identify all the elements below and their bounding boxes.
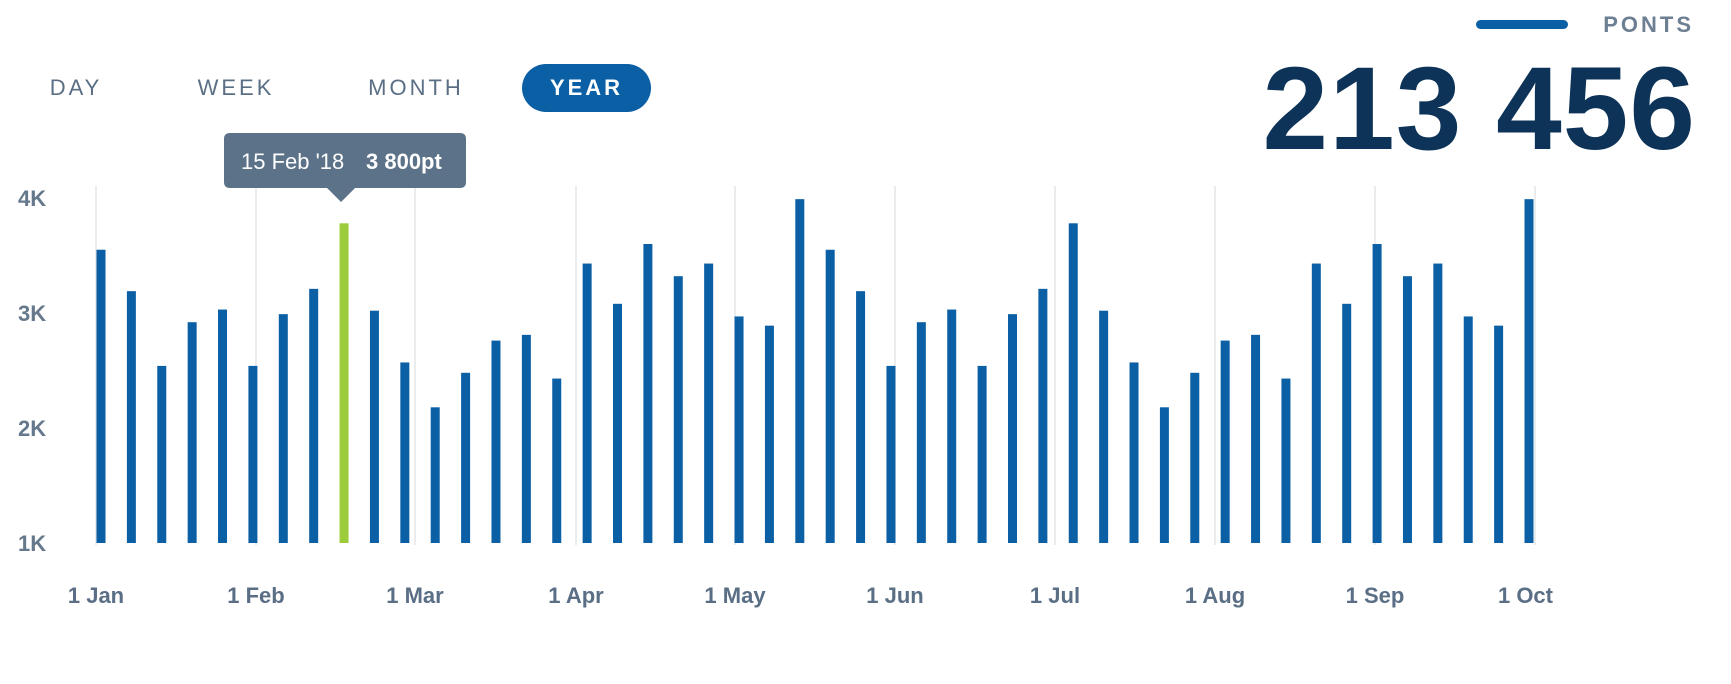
x-tick-label: 1 Aug (1185, 583, 1245, 608)
bar[interactable] (309, 288, 319, 543)
tooltip-value: 3 800pt (366, 149, 442, 174)
bar[interactable] (1494, 325, 1504, 543)
bar[interactable] (1463, 316, 1473, 543)
bar[interactable] (461, 372, 471, 543)
bar[interactable] (1311, 263, 1321, 543)
bars (96, 199, 1534, 544)
bar[interactable] (187, 322, 197, 543)
bar[interactable] (795, 199, 805, 543)
x-axis: 1 Jan 1 Feb 1 Mar 1 Apr 1 May 1 Jun 1 Jul 1 Aug… (68, 583, 1554, 608)
bar[interactable] (856, 291, 866, 543)
x-tick-label: 1 Mar (386, 583, 444, 608)
bar[interactable] (369, 310, 379, 543)
y-tick-label: 1K (18, 531, 46, 556)
bar[interactable] (1099, 310, 1109, 543)
bar[interactable] (582, 263, 592, 543)
y-tick-label: 2K (18, 416, 46, 441)
bar[interactable] (1159, 407, 1169, 543)
x-tick-label: 1 Jun (866, 583, 923, 608)
bar[interactable] (1190, 372, 1200, 543)
tooltip-date: 15 Feb '18 (241, 149, 344, 174)
bar[interactable] (704, 263, 714, 543)
bar[interactable] (734, 316, 744, 543)
bar[interactable] (886, 365, 896, 543)
legend-swatch (1476, 20, 1568, 29)
period-tabs: DAY WEEK MONTH YEAR (0, 64, 720, 112)
bar[interactable] (1342, 303, 1352, 543)
bar[interactable] (400, 362, 410, 543)
bar[interactable] (977, 365, 987, 543)
bar[interactable] (1007, 314, 1017, 543)
tab-day[interactable]: DAY (49, 75, 103, 100)
bar[interactable] (248, 365, 258, 543)
tooltip: 15 Feb '18 3 800pt (224, 133, 466, 202)
x-tick-label: 1 Sep (1346, 583, 1405, 608)
bar[interactable] (1281, 378, 1291, 543)
bar[interactable] (1038, 288, 1048, 543)
y-tick-label: 3K (18, 301, 46, 326)
x-tick-label: 1 Oct (1498, 583, 1554, 608)
points-total: 213 456 (1262, 43, 1696, 175)
tab-month[interactable]: MONTH (368, 75, 464, 100)
bar[interactable] (764, 325, 774, 543)
bar[interactable] (947, 309, 957, 543)
y-axis: 1K 2K 3K 4K (18, 186, 46, 556)
bar[interactable] (825, 249, 835, 543)
legend-label: PONTS (1603, 12, 1694, 37)
x-tick-label: 1 Jul (1030, 583, 1080, 608)
x-tick-label: 1 Jan (68, 583, 124, 608)
bar-highlighted[interactable] (339, 223, 349, 544)
tab-week[interactable]: WEEK (197, 75, 275, 100)
bar[interactable] (96, 249, 106, 543)
bar[interactable] (643, 244, 653, 543)
tooltip-box (224, 133, 466, 202)
bar[interactable] (916, 322, 926, 543)
bar[interactable] (1129, 362, 1139, 543)
bar[interactable] (157, 365, 167, 543)
bar[interactable] (552, 378, 562, 543)
bar[interactable] (1372, 244, 1382, 543)
bar[interactable] (673, 276, 683, 543)
chart-legend: PONTS (1476, 10, 1716, 40)
x-tick-label: 1 Apr (548, 583, 604, 608)
x-tick-label: 1 May (704, 583, 766, 608)
bar[interactable] (521, 334, 531, 543)
x-tick-label: 1 Feb (227, 583, 284, 608)
bar[interactable] (218, 309, 228, 543)
bar[interactable] (1251, 334, 1261, 543)
bar[interactable] (491, 340, 501, 543)
bar[interactable] (1220, 340, 1230, 543)
tab-year[interactable]: YEAR (522, 64, 651, 112)
bar[interactable] (1433, 263, 1443, 543)
bar[interactable] (430, 407, 440, 543)
bar[interactable] (1068, 223, 1078, 544)
bar[interactable] (126, 291, 136, 543)
bar[interactable] (278, 314, 288, 543)
bar[interactable] (613, 303, 623, 543)
bar[interactable] (1402, 276, 1412, 543)
bar[interactable] (1524, 199, 1534, 543)
y-tick-label: 4K (18, 186, 46, 211)
